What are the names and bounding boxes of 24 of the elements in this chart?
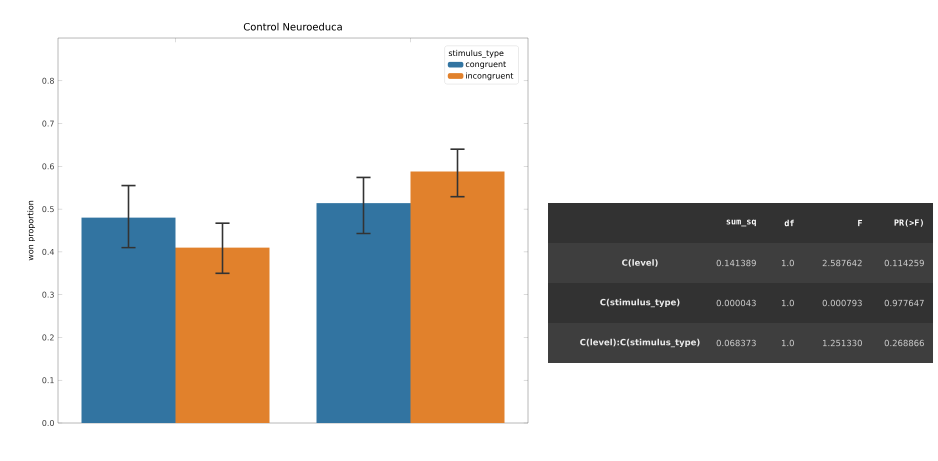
text: F bbox=[858, 220, 862, 226]
text: 0.000043 bbox=[716, 300, 756, 306]
text: 0.977647 bbox=[884, 300, 924, 306]
bar bbox=[176, 248, 270, 423]
bar bbox=[410, 171, 505, 423]
text: C(stimulus_type) bbox=[600, 298, 680, 308]
text: 1.0 bbox=[782, 260, 794, 266]
text: df bbox=[784, 220, 794, 226]
text: 0.068373 bbox=[716, 340, 756, 346]
text: 0.114259 bbox=[884, 260, 924, 266]
text: C(level) bbox=[622, 259, 658, 267]
text: 0.141389 bbox=[716, 260, 756, 266]
bar bbox=[316, 203, 411, 423]
text: sum_sq bbox=[726, 220, 756, 226]
chart-title: Control Neuroeduca bbox=[244, 22, 342, 31]
text: C(level):C(stimulus_type) bbox=[580, 338, 700, 348]
text: 1.251330 bbox=[823, 340, 862, 346]
text: 1.0 bbox=[782, 340, 794, 346]
text: 0.000793 bbox=[822, 300, 862, 306]
text: 0.268866 bbox=[884, 340, 924, 346]
text: 2.587642 bbox=[822, 260, 862, 266]
text: 1.0 bbox=[782, 300, 794, 306]
bar bbox=[82, 218, 176, 423]
text: PR(>F) bbox=[894, 219, 923, 227]
